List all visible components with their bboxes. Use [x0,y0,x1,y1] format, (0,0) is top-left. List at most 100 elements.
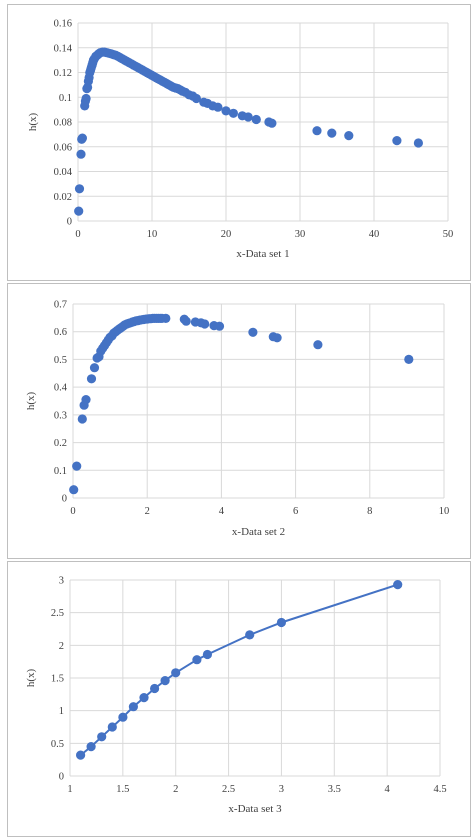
x-tick-label: 50 [443,229,454,240]
x-tick-label: 8 [367,506,372,517]
chart-2-svg: 0 0.1 0.2 0.3 0.4 0.5 0.6 0.7 0 2 4 6 8 10 x-Data set … [25,300,449,539]
x-tick-label: 0 [70,506,75,517]
data-point [276,617,286,628]
data-point [267,118,277,128]
data-point [86,742,96,752]
data-point [214,321,225,331]
x-tick-label: 1 [67,784,72,795]
data-point [128,702,138,712]
x-tick-label: 2 [145,506,150,517]
data-point [221,106,231,116]
data-point [245,630,255,640]
data-point [107,722,117,732]
data-point [74,184,85,194]
y-axis-label: h(x) [27,113,39,132]
data-point [76,750,86,760]
data-point [243,112,253,122]
x-tick-label: 3 [279,784,284,795]
data-point [161,313,171,323]
data-point [171,668,181,678]
y-tick-label: 0.04 [54,167,73,178]
data-point [81,93,91,104]
y-tick-label: 0.1 [59,93,72,104]
x-tick-label: 40 [369,229,380,240]
y-tick-label: 0.02 [54,192,72,203]
data-point [77,414,87,424]
data-point [213,102,223,112]
x-axis-label: x-Data set 1 [236,248,289,260]
y-tick-label: 3 [59,576,64,587]
y-tick-label: 1.5 [51,674,64,685]
y-axis-label: h(x) [25,669,37,688]
data-point [413,138,423,148]
data-point [77,133,87,143]
data-point [404,354,414,364]
data-point [228,108,238,118]
series-line [79,583,399,756]
y-tick-label: 0 [62,494,67,505]
y-tick-label: 0.2 [54,438,67,449]
y-tick-label: 0.5 [54,355,67,366]
x-tick-label: 1.5 [116,784,129,795]
x-tick-label: 20 [221,229,232,240]
data-point [191,93,201,104]
x-tick-label: 0 [75,229,80,240]
data-point [72,461,82,471]
data-point [392,136,402,146]
y-tick-label: 0.4 [54,383,68,394]
data-point [150,683,160,694]
chart-1-svg: 0 0.02 0.04 0.06 0.08 0.1 0.12 0.14 0.16 0 10 20 30 4… [27,19,454,261]
x-tick-label: 6 [293,506,298,517]
x-tick-label: 2 [173,784,178,795]
x-tick-label: 4 [219,506,225,517]
y-tick-label: 2 [59,641,64,652]
data-point [192,655,202,665]
data-point [272,333,282,343]
y-tick-label: 0.12 [54,68,72,79]
data-point [89,363,100,373]
chart-panel-3: 0 0.5 1 1.5 2 2.5 3 1 1.5 2 2.5 3 3.5 4 4.5 x-Data set … [7,561,471,837]
y-tick-label: 0.14 [54,43,73,54]
data-point [81,395,91,405]
data-point [312,126,322,136]
y-tick-label: 0.3 [54,410,67,421]
y-tick-label: 0.5 [51,739,64,750]
x-tick-label: 30 [295,229,306,240]
y-tick-label: 0.6 [54,327,67,338]
data-point [139,693,149,703]
y-axis-label: h(x) [25,392,37,411]
data-point [344,131,354,141]
y-tick-label: 0.1 [54,466,67,477]
data-point [181,316,191,326]
x-axis-label: x-Data set 2 [232,526,285,538]
y-tick-label: 2.5 [51,608,64,619]
x-tick-label: 4 [385,784,391,795]
data-point [202,649,212,660]
y-tick-label: 0.06 [54,142,72,153]
data-point [200,319,210,329]
data-point [248,327,258,337]
x-axis-label: x-Data set 3 [228,803,282,815]
data-point [327,128,337,138]
y-tick-label: 0 [67,217,72,228]
chart-3-svg: 0 0.5 1 1.5 2 2.5 3 1 1.5 2 2.5 3 3.5 4 4.5 x-Data set … [25,576,447,816]
chart-panel-1: 0 0.02 0.04 0.06 0.08 0.1 0.12 0.14 0.16 0 10 20 30 4… [7,4,471,281]
data-point [313,340,323,350]
data-point [251,114,261,125]
data-point [97,732,107,742]
y-tick-label: 1 [59,706,64,717]
y-tick-label: 0 [59,772,64,783]
data-point [118,712,128,722]
data-point [76,149,86,159]
data-point [160,676,170,686]
y-tick-label: 0.7 [54,300,67,311]
x-tick-label: 2.5 [222,784,235,795]
chart-panel-2: 0 0.1 0.2 0.3 0.4 0.5 0.6 0.7 0 2 4 6 8 10 x-Data set … [7,283,471,559]
x-tick-label: 3.5 [328,784,341,795]
y-tick-label: 0.16 [54,19,72,30]
data-point [393,580,403,590]
x-tick-label: 10 [147,229,158,240]
y-tick-label: 0.08 [54,118,72,129]
data-point [74,206,84,216]
x-tick-label: 4.5 [433,784,446,795]
